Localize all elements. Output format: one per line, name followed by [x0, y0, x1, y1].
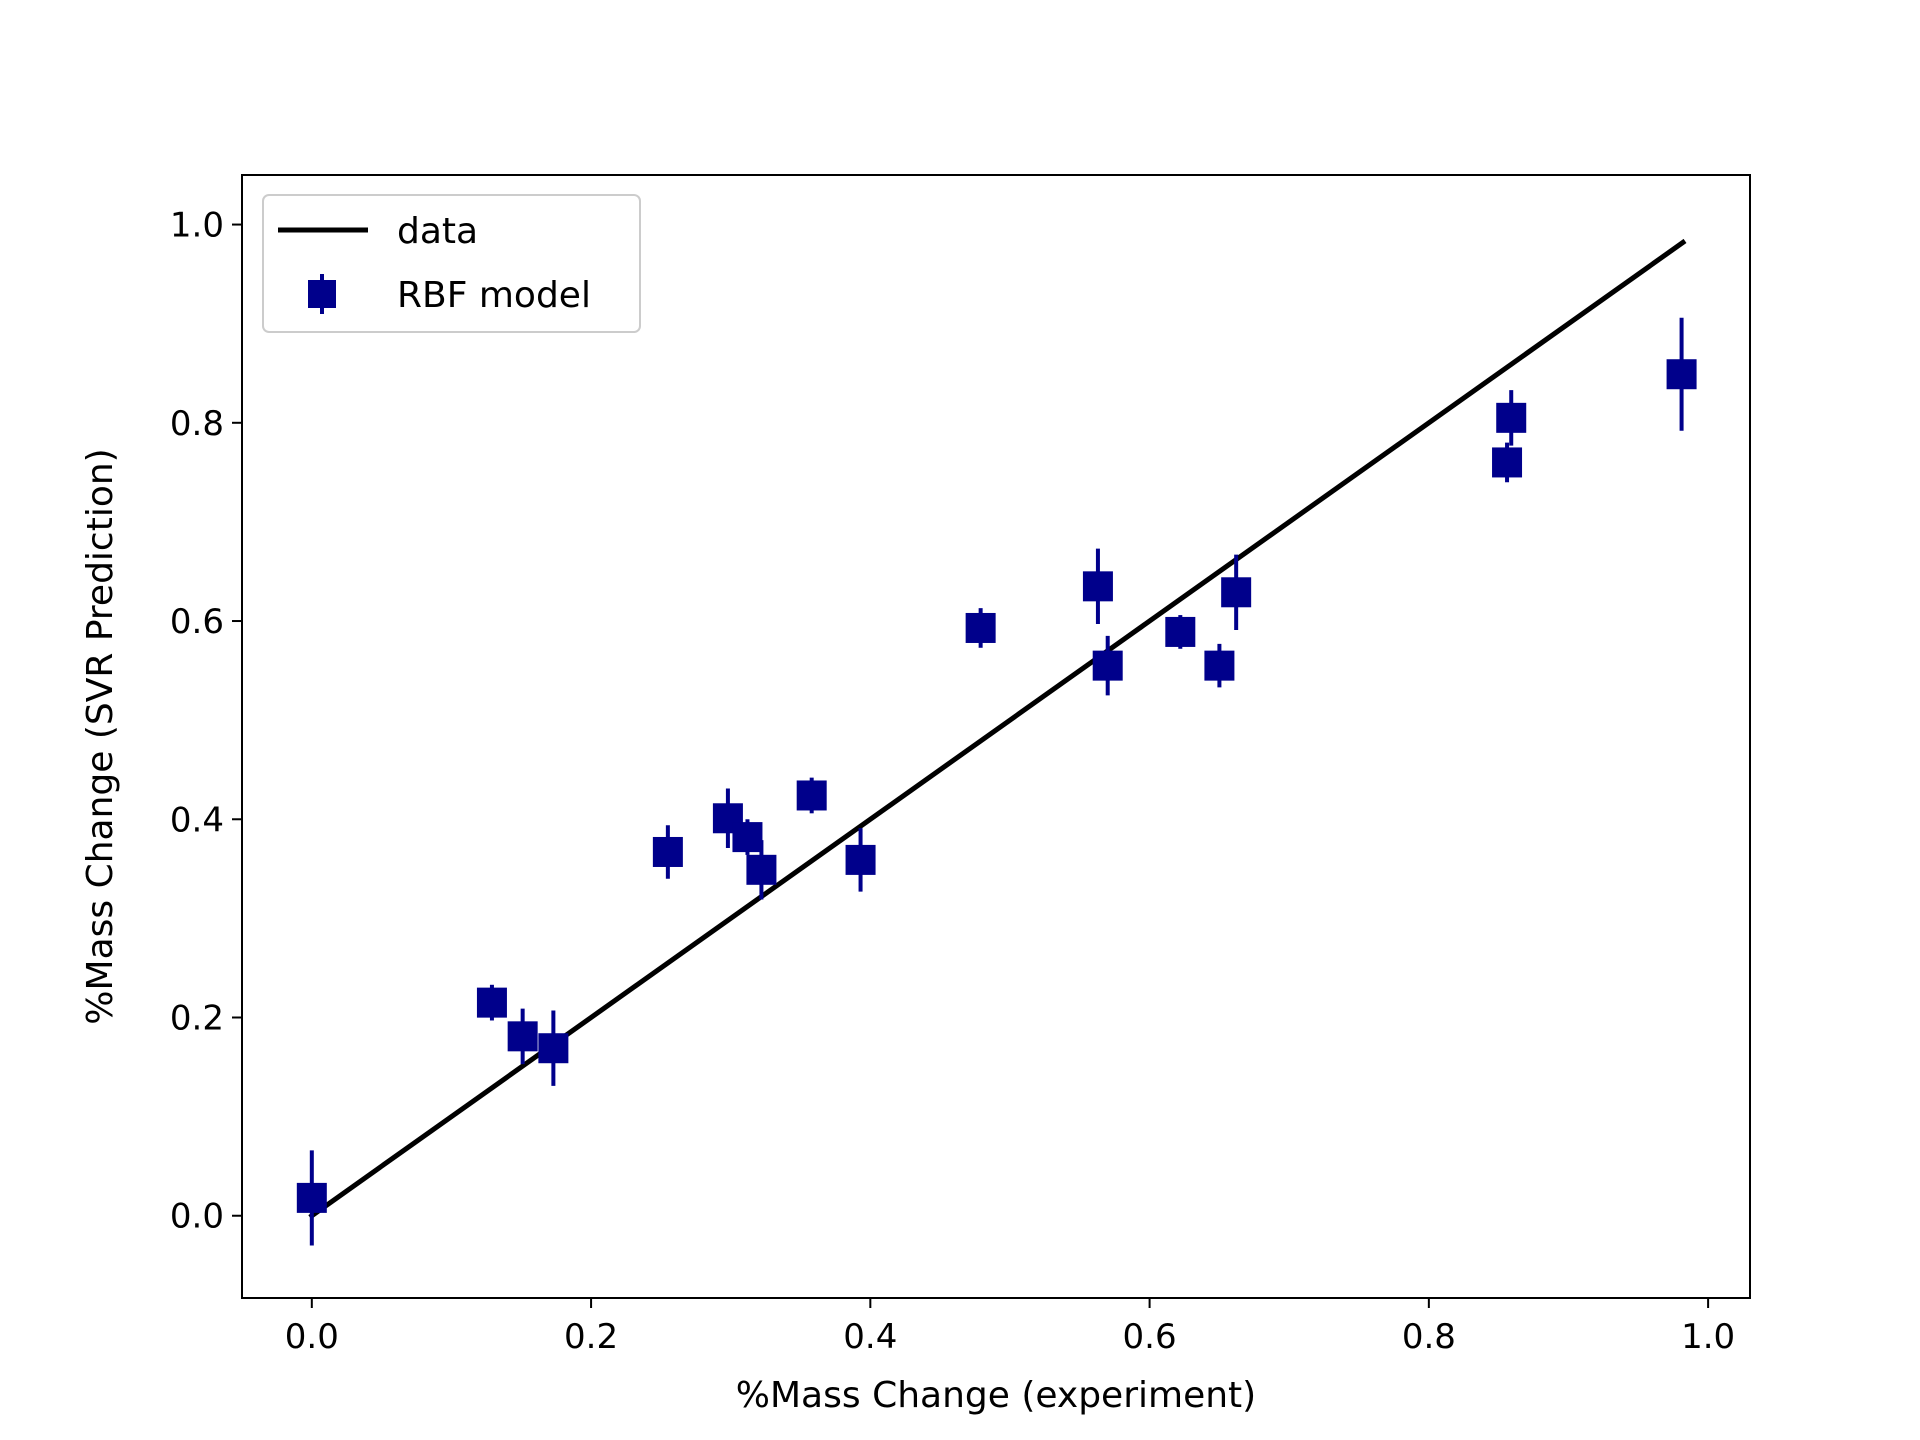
y-tick-label: 0.4	[170, 800, 224, 840]
legend: data RBF model	[262, 194, 641, 333]
data-point	[1496, 390, 1527, 446]
data-point	[1165, 615, 1196, 649]
marker-square	[796, 780, 827, 811]
data-point	[1082, 548, 1113, 625]
plot-area	[296, 238, 1697, 1246]
y-tick-label: 0.0	[170, 1197, 224, 1237]
marker-square	[1492, 447, 1523, 478]
marker-square	[1092, 650, 1123, 681]
x-tick-label: 0.4	[843, 1317, 897, 1357]
marker-square	[746, 854, 777, 885]
axes-frame	[241, 174, 1751, 1299]
x-tick-label: 0.2	[564, 1317, 618, 1357]
marker-square	[538, 1033, 569, 1064]
x-tick-label: 0.0	[285, 1317, 339, 1357]
marker-square	[652, 836, 683, 867]
ticks: 0.0 0.2 0.4 0.6 0.8 1.0 0.0 0.2 0.4 0.6 0.8 1.0	[170, 206, 1735, 1357]
x-tick-label: 0.6	[1123, 1317, 1177, 1357]
marker-square	[965, 612, 996, 643]
data-point	[965, 608, 996, 648]
legend-label-data: data	[397, 211, 478, 252]
marker-square	[296, 1182, 327, 1213]
y-tick-label: 0.8	[170, 404, 224, 444]
data-point	[1492, 442, 1523, 483]
data-point	[712, 788, 743, 849]
data-point	[732, 819, 763, 855]
marker-square	[845, 844, 876, 875]
marker-square	[1165, 616, 1196, 647]
y-tick-label: 1.0	[170, 206, 224, 246]
data-point	[652, 825, 683, 879]
x-tick-label: 1.0	[1681, 1317, 1735, 1357]
data-point	[845, 828, 876, 892]
marker-square	[732, 822, 763, 853]
data-point	[1204, 643, 1235, 688]
x-axis-label: %Mass Change (experiment)	[736, 1375, 1256, 1416]
data-point	[796, 777, 827, 814]
y-axis-label: %Mass Change (SVR Prediction)	[80, 448, 121, 1024]
data-point	[1092, 635, 1123, 696]
data-point	[1221, 554, 1252, 630]
marker-square	[476, 987, 507, 1018]
data-point	[746, 840, 777, 900]
legend-label-rbf-model: RBF model	[397, 275, 591, 316]
marker-square	[1496, 402, 1527, 433]
y-tick-label: 0.2	[170, 998, 224, 1038]
marker-square	[1666, 359, 1697, 390]
marker-square	[507, 1021, 538, 1052]
data-point	[1666, 317, 1697, 431]
marker-square	[1204, 650, 1235, 681]
x-tick-label: 0.8	[1402, 1317, 1456, 1357]
data-point	[507, 1008, 538, 1065]
data-point	[296, 1150, 327, 1246]
y-tick-label: 0.6	[170, 602, 224, 642]
marker-square	[1221, 577, 1252, 608]
legend-marker-swatch	[308, 280, 336, 308]
marker-square	[1082, 571, 1113, 602]
data-point	[476, 984, 507, 1021]
data-point	[538, 1010, 569, 1086]
